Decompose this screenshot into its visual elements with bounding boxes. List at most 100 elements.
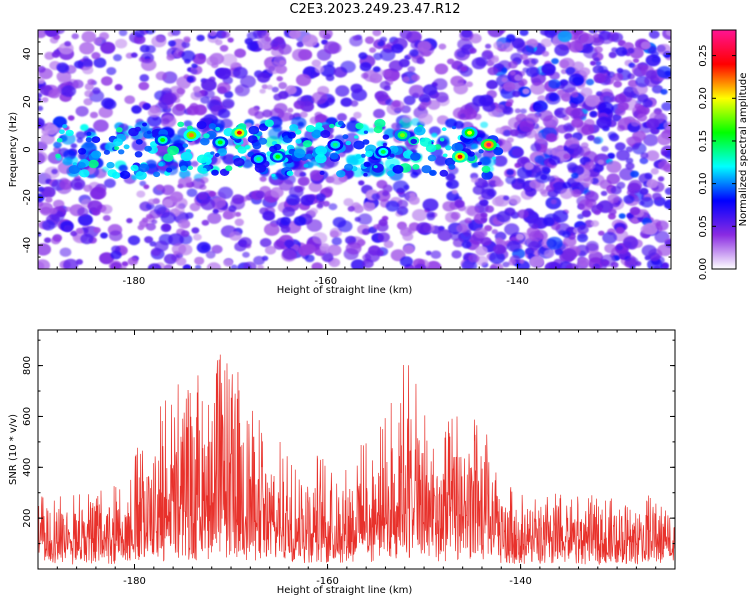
heatmap-cell [259,176,267,182]
heatmap-cell [134,30,145,38]
heatmap-cell [259,238,272,248]
heatmap-cell [183,176,193,183]
heatmap-cell [200,96,211,104]
heatmap-cell [379,48,396,62]
line-chart-frame [37,329,676,570]
heatmap-cell [530,82,546,95]
heatmap-cell [594,209,601,216]
heatmap-cell [570,108,585,121]
heatmap-cell [84,90,94,98]
heatmap-cell [234,241,247,252]
heatmap-cell [106,67,117,76]
heatmap-band-cell [363,130,368,134]
heatmap-cell [479,156,492,166]
heatmap-cell [247,41,259,51]
heatmap-cell [311,91,328,105]
heatmap-cell [38,65,46,73]
heatmap-cell [192,86,201,93]
heatmap-band-cell [477,161,482,166]
heatmap-band-cell [112,138,123,147]
colorbar-tick-label: 0.00 [698,258,709,280]
heatmap-cell [661,150,669,156]
heatmap-cell [257,72,271,83]
heatmap-cell [182,264,192,269]
heatmap-cell [93,37,103,45]
heatmap-cell [137,224,145,231]
heatmap-cell [517,209,529,219]
heatmap-cell [559,188,574,200]
heatmap-cell [372,66,381,73]
heatmap-cell [364,36,375,44]
heatmap-cell [311,59,321,68]
heatmap-cell [504,223,520,236]
heatmap-band-cell [337,120,344,126]
heatmap-cell [359,61,372,72]
heatmap-band-cell [492,156,496,160]
heatmap-cell [234,211,242,217]
heatmap-cell [278,90,289,100]
heatmap-band-cell [77,162,86,169]
heatmap-band-cell [153,171,161,178]
heatmap-cell [548,155,561,166]
heatmap-band-cell [354,135,359,139]
heatmap-cell [38,105,44,111]
heatmap-cell [509,70,516,76]
heatmap-cell [573,31,589,44]
heatmap-band-cell [353,140,365,150]
heatmap-band-cell [130,164,139,172]
heatmap-cell [64,41,72,47]
heatmap-cell [65,206,72,212]
heatmap-cell [460,66,468,72]
heatmap-band-cell [182,143,189,148]
heatmap-cell [528,230,543,242]
heatmap-cell [399,256,414,267]
heatmap-band-cell [360,153,366,158]
heatmap-cell [207,212,222,224]
heatmap-band-cell [271,173,276,177]
heatmap-cell [100,41,116,54]
heatmap-band-cell [264,119,274,127]
heatmap-band-cell [166,167,173,173]
heatmap-cell [418,113,433,125]
heatmap-cell [189,202,201,212]
heatmap-cell [426,211,435,218]
heatmap-cell [560,92,573,102]
heatmap-band-cell [355,122,364,130]
heatmap-cell [617,101,629,111]
heatmap-cell [581,44,593,53]
heatmap-cell [231,194,245,205]
heatmap-cell [647,258,663,269]
heatmap-cell [442,201,456,212]
heatmap-band-cell [233,157,245,167]
heatmap-cell [396,206,409,216]
colorbar-tick-label: 0.05 [698,215,709,237]
heatmap-cell [651,192,662,201]
heatmap-cell [377,41,385,47]
heatmap-cell [660,88,668,95]
heatmap-cell [391,43,404,54]
heatmap-band-cell [135,139,143,145]
heatmap-band-cell [180,151,193,162]
heatmap-cell [446,58,455,65]
heatmap-band-cell [493,147,504,156]
heatmap-cell [626,137,636,145]
heatmap-hotspot [236,130,242,135]
heatmap-cell [554,44,570,57]
heatmap-band-cell [180,165,188,172]
heatmap-cell [271,86,279,93]
heatmap-cell [374,90,389,102]
heatmap-cell [75,131,86,140]
heatmap-band-cell [448,164,456,170]
heatmap-cell [114,84,123,91]
heatmap-cell [561,248,577,262]
heatmap-cell [481,183,494,194]
heatmap-cell [376,190,391,202]
heatmap-cell [650,168,659,175]
heatmap-cell [183,120,193,128]
heatmap-cell [434,63,449,75]
heatmap-cell [206,262,221,269]
heatmap-cell [561,80,576,93]
heatmap-cell [597,101,614,115]
colorbar-tick-label: 0.10 [698,173,709,195]
heatmap-cell [425,260,442,269]
